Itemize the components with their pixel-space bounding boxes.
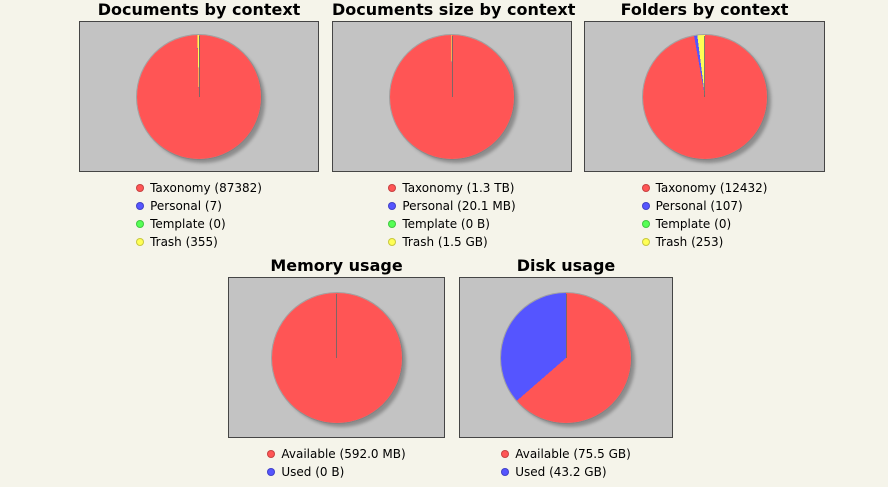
chart-plot-area <box>332 21 572 172</box>
legend-label: Available (592.0 MB) <box>281 447 406 461</box>
chart-plot-area <box>584 21 825 172</box>
legend-label: Available (75.5 GB) <box>515 447 631 461</box>
legend-label: Trash (355) <box>150 235 218 249</box>
chart-disk-usage: Disk usage Available (75.5 GB) Used (43.… <box>459 256 673 481</box>
legend-label: Personal (7) <box>150 199 222 213</box>
legend-swatch-template <box>136 220 145 228</box>
chart-legend: Taxonomy (12432) Personal (107) Template… <box>641 179 768 251</box>
legend-item: Personal (7) <box>136 197 262 215</box>
legend-swatch-taxonomy <box>388 184 397 192</box>
pie-memory-usage <box>271 292 402 423</box>
chart-folders-by-context: Folders by context Taxonomy (12432) Pers… <box>584 0 825 251</box>
legend-item: Template (0 B) <box>388 215 515 233</box>
legend-swatch-personal <box>388 202 397 210</box>
legend-swatch-available <box>267 450 276 458</box>
pie-documents-by-context <box>137 34 261 159</box>
legend-swatch-used <box>267 468 276 476</box>
legend-swatch-template <box>388 220 397 228</box>
legend-item: Taxonomy (12432) <box>641 179 768 197</box>
chart-title: Disk usage <box>516 256 616 275</box>
chart-documents-size-by-context: Documents size by context Taxonomy (1.3 … <box>332 0 576 251</box>
legend-item: Available (75.5 GB) <box>501 445 631 463</box>
legend-item: Trash (253) <box>641 233 768 251</box>
chart-legend: Taxonomy (87382) Personal (7) Template (… <box>136 179 262 251</box>
legend-item: Personal (20.1 MB) <box>388 197 516 215</box>
legend-label: Personal (20.1 MB) <box>402 199 516 213</box>
legend-label: Used (43.2 GB) <box>515 465 607 479</box>
slice-outline-line <box>704 35 705 97</box>
legend-label: Taxonomy (87382) <box>150 181 262 195</box>
legend-label: Template (0) <box>150 217 226 231</box>
legend-swatch-trash <box>641 238 650 246</box>
chart-plot-area <box>79 21 319 172</box>
slice-outline-line <box>336 293 337 358</box>
slice-outline-line <box>198 35 200 97</box>
legend-label: Trash (1.5 GB) <box>402 235 488 249</box>
slice-outline-line <box>565 293 567 358</box>
legend-item: Taxonomy (1.3 TB) <box>388 179 515 197</box>
pie-documents-size-by-context <box>390 34 514 159</box>
slice-outline-line <box>451 35 453 97</box>
legend-swatch-trash <box>136 238 145 246</box>
legend-item: Taxonomy (87382) <box>136 179 262 197</box>
legend-label: Personal (107) <box>655 199 743 213</box>
legend-item: Template (0) <box>136 215 262 233</box>
legend-item: Trash (1.5 GB) <box>388 233 515 251</box>
legend-swatch-template <box>641 220 650 228</box>
chart-title: Memory usage <box>270 256 403 275</box>
chart-legend: Available (592.0 MB) Used (0 B) <box>267 445 406 481</box>
legend-swatch-used <box>501 468 510 476</box>
legend-swatch-trash <box>388 238 397 246</box>
legend-swatch-personal <box>136 202 145 210</box>
chart-plot-area <box>459 277 673 438</box>
legend-label: Trash (253) <box>655 235 724 249</box>
legend-swatch-taxonomy <box>641 184 650 192</box>
legend-label: Taxonomy (1.3 TB) <box>402 181 515 195</box>
chart-documents-by-context: Documents by context Taxonomy (87382) Pe… <box>79 0 319 251</box>
legend-item: Trash (355) <box>136 233 262 251</box>
pie-folders-by-context <box>642 34 767 159</box>
legend-swatch-personal <box>641 202 650 210</box>
legend-item: Used (43.2 GB) <box>501 463 631 481</box>
legend-label: Used (0 B) <box>281 465 345 479</box>
legend-swatch-taxonomy <box>136 184 145 192</box>
chart-title: Documents by context <box>97 0 301 19</box>
legend-item: Used (0 B) <box>267 463 405 481</box>
legend-item: Available (592.0 MB) <box>267 445 406 463</box>
chart-plot-area <box>228 277 445 438</box>
chart-legend: Available (75.5 GB) Used (43.2 GB) <box>501 445 631 481</box>
legend-label: Template (0) <box>655 217 732 231</box>
chart-legend: Taxonomy (1.3 TB) Personal (20.1 MB) Tem… <box>388 179 516 251</box>
pie-disk-usage <box>501 292 631 423</box>
legend-item: Template (0) <box>641 215 768 233</box>
chart-title: Documents size by context <box>332 0 576 19</box>
chart-title: Folders by context <box>620 0 789 19</box>
legend-item: Personal (107) <box>641 197 768 215</box>
chart-memory-usage: Memory usage Available (592.0 MB) Used (… <box>228 256 445 481</box>
legend-swatch-available <box>501 450 510 458</box>
legend-label: Taxonomy (12432) <box>655 181 768 195</box>
legend-label: Template (0 B) <box>402 217 490 231</box>
